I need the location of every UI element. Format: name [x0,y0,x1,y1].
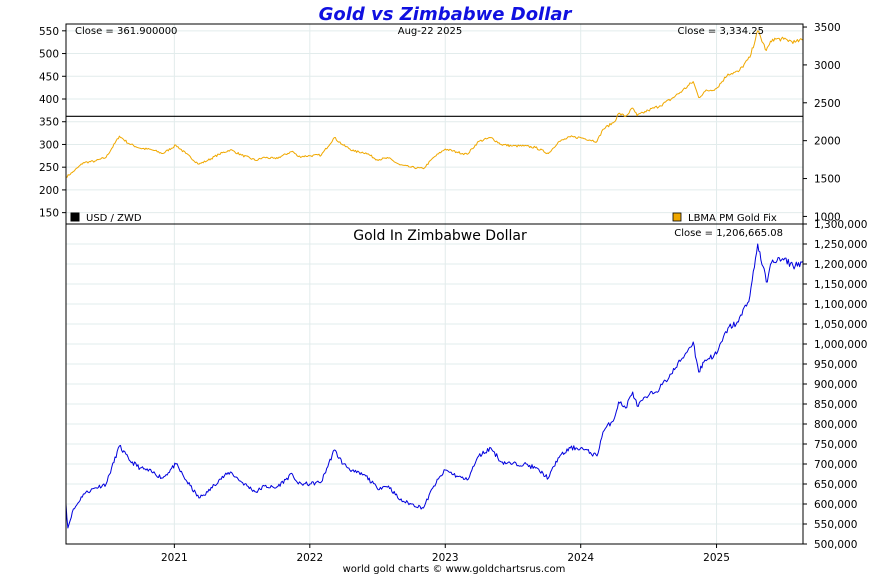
bottom-right-tick-label: 950,000 [814,359,857,371]
top-close-right: Close = 3,334.25 [677,26,764,37]
usd-zwd-legend-swatch [70,212,80,222]
top-grid [66,24,803,224]
top-left-tick-label: 400 [39,94,59,106]
bottom-right-tick-label: 550,000 [814,519,857,531]
top-left-tick-label: 300 [39,139,59,151]
gold-fix-legend-swatch [672,212,682,222]
top-series-group [65,30,804,178]
top-panel: 150 200 250 300 350 400 450 500 550 1000 1500 2000… [39,22,841,225]
top-left-tick-label: 350 [39,117,59,129]
top-left-tick-label: 150 [39,208,59,220]
bottom-panel: 500,000 550,000 600,000 650,000 700,000 750,0… [65,219,867,564]
top-close-left: Close = 361.900000 [75,26,177,37]
chart-title: Gold vs Zimbabwe Dollar [319,4,573,25]
bottom-right-axis: 500,000 550,000 600,000 650,000 700,000 750,0… [803,219,867,551]
top-left-tick-label: 450 [39,71,59,83]
bottom-right-tick-label: 650,000 [814,479,857,491]
top-left-tick-label: 550 [39,26,59,38]
top-left-axis: 150 200 250 300 350 400 450 500 550 [39,26,66,220]
bottom-right-tick-label: 1,150,000 [814,279,867,291]
bottom-right-tick-label: 1,200,000 [814,259,867,271]
bottom-right-tick-label: 850,000 [814,399,857,411]
x-tick-label: 2023 [432,552,459,564]
bottom-right-tick-label: 700,000 [814,459,857,471]
top-right-tick-label: 3500 [814,22,841,34]
x-tick-label: 2025 [703,552,730,564]
bottom-right-tick-label: 600,000 [814,499,857,511]
bottom-panel-title: Gold In Zimbabwe Dollar [353,228,527,244]
top-left-tick-label: 200 [39,185,59,197]
bottom-right-tick-label: 1,100,000 [814,299,867,311]
top-right-axis: 1000 1500 2000 2500 3000 3500 [803,22,841,223]
bottom-close-right: Close = 1,206,665.08 [674,228,783,239]
bottom-right-tick-label: 750,000 [814,439,857,451]
bottom-right-tick-label: 1,250,000 [814,239,867,251]
bottom-right-tick-label: 500,000 [814,539,857,551]
bottom-right-tick-label: 1,050,000 [814,319,867,331]
bottom-right-tick-label: 1,000,000 [814,339,867,351]
top-right-tick-label: 1500 [814,174,841,186]
gold-fix-series-line [65,30,804,178]
bottom-right-tick-label: 900,000 [814,379,857,391]
x-tick-label: 2022 [296,552,323,564]
top-left-tick-label: 500 [39,49,59,61]
bottom-series-group [65,243,804,529]
bottom-grid [66,223,803,545]
bottom-right-tick-label: 800,000 [814,419,857,431]
top-date-label: Aug-22 2025 [398,26,463,37]
x-axis: 2021 2022 2023 2024 2025 [161,544,730,564]
footer-credit: world gold charts © www.goldchartsrus.co… [343,564,566,575]
top-right-tick-label: 3000 [814,60,841,72]
top-right-tick-label: 2500 [814,98,841,110]
top-right-tick-label: 1000 [814,211,841,223]
top-left-tick-label: 250 [39,162,59,174]
usd-zwd-legend-label: USD / ZWD [86,213,142,224]
gold-fix-legend-label: LBMA PM Gold Fix [688,213,777,224]
x-tick-label: 2021 [161,552,188,564]
x-tick-label: 2024 [567,552,594,564]
top-right-tick-label: 2000 [814,136,841,148]
gold-in-zwd-series-line [65,243,804,529]
bottom-right-tick-label: 1,300,000 [814,219,867,231]
